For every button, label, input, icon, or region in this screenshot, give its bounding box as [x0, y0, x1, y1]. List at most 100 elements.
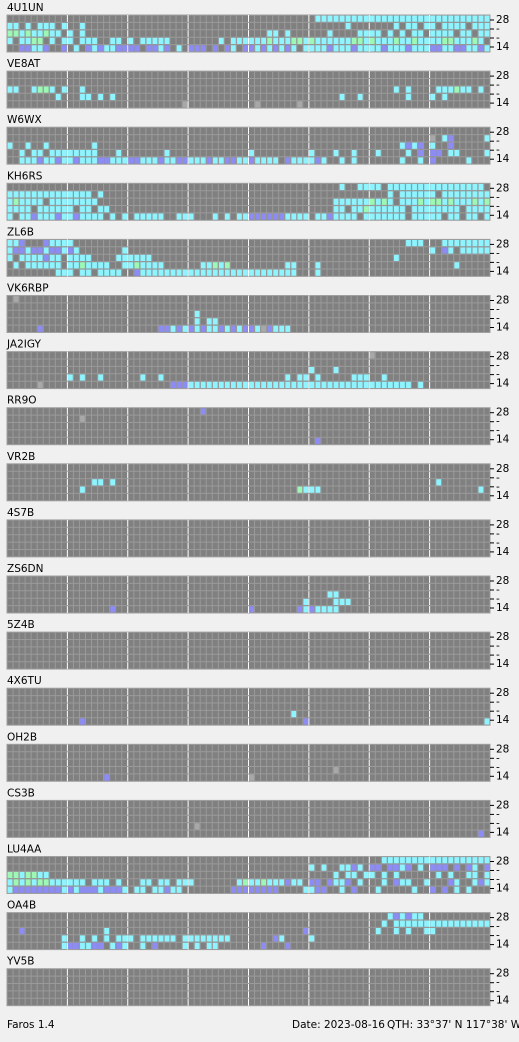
signal-cell: [61, 45, 67, 52]
band-label: 28: [496, 407, 509, 419]
signal-cell: [357, 45, 363, 52]
signal-cell: [206, 269, 212, 276]
signal-cell: [80, 30, 85, 37]
signal-cell: [86, 269, 91, 276]
signal-cell: [357, 381, 363, 388]
band-label: -: [496, 696, 500, 708]
signal-cell: [206, 381, 212, 388]
signal-cell: [375, 37, 381, 44]
signal-cell: [412, 142, 417, 149]
signal-cell: [188, 381, 194, 388]
signal-cell: [86, 150, 91, 157]
signal-cell: [387, 206, 393, 213]
signal-cell: [212, 262, 218, 269]
signal-cell: [406, 864, 411, 871]
signal-cell: [460, 45, 466, 52]
signal-cell: [369, 30, 375, 37]
signal-cell: [7, 871, 13, 879]
signal-cell: [122, 247, 128, 254]
signal-cell: [237, 879, 242, 886]
band-label: 28: [496, 238, 509, 250]
signal-cell: [61, 935, 67, 942]
signal-cell: [110, 479, 116, 486]
signal-cell: [80, 935, 85, 942]
signal-cell: [430, 45, 436, 52]
signal-cell: [19, 37, 25, 44]
signal-cell: [80, 942, 85, 949]
signal-cell: [212, 213, 218, 220]
signal-cell: [7, 247, 13, 254]
signal-cell: [442, 886, 448, 893]
signal-cell: [279, 935, 285, 942]
signal-cell: [418, 857, 423, 864]
signal-cell: [104, 879, 110, 886]
signal-cell: [448, 198, 454, 205]
signal-cell: [315, 886, 321, 893]
signal-cell: [454, 45, 460, 52]
band-label: 14: [496, 434, 510, 446]
signal-cell: [333, 591, 339, 598]
signal-cell: [315, 157, 321, 164]
signal-cell: [37, 30, 43, 37]
signal-cell: [255, 269, 260, 276]
beacon-name: ZS6DN: [7, 563, 43, 575]
signal-cell: [327, 30, 333, 37]
signal-cell: [472, 879, 478, 886]
signal-cell: [92, 37, 97, 44]
signal-cell: [412, 23, 417, 30]
signal-cell: [206, 942, 212, 949]
signal-cell: [436, 45, 442, 52]
signal-cell: [333, 206, 339, 213]
band-label: -: [496, 752, 500, 764]
signal-cell: [291, 711, 297, 718]
signal-cell: [134, 157, 140, 164]
signal-cell: [478, 15, 484, 22]
signal-cell: [460, 86, 466, 93]
signal-cell: [218, 935, 224, 942]
signal-cell: [218, 325, 224, 332]
signal-cell: [424, 23, 430, 30]
signal-cell: [92, 150, 97, 157]
signal-cell: [424, 928, 430, 935]
signal-cell: [49, 37, 55, 44]
signal-cell: [418, 150, 423, 157]
signal-cell: [357, 879, 363, 886]
signal-cell: [74, 879, 79, 886]
signal-cell: [466, 15, 472, 22]
signal-cell: [466, 206, 472, 213]
signal-cell: [230, 45, 236, 52]
signal-cell: [25, 30, 31, 37]
signal-cell: [375, 928, 381, 935]
signal-cell: [406, 93, 411, 101]
band-label: -: [496, 528, 500, 540]
signal-cell: [394, 45, 399, 52]
signal-cell: [442, 30, 448, 37]
signal-cell: [394, 206, 399, 213]
signal-cell: [188, 269, 194, 276]
signal-cell: [158, 325, 164, 332]
signal-cell: [98, 374, 103, 381]
signal-cell: [31, 886, 37, 893]
signal-cell: [13, 86, 19, 93]
signal-cell: [478, 830, 484, 837]
signal-cell: [394, 86, 399, 93]
signal-cell: [128, 157, 134, 164]
signal-cell: [67, 942, 73, 949]
signal-cell: [351, 886, 357, 893]
signal-cell: [116, 886, 122, 893]
signal-cell: [297, 37, 303, 44]
signal-cell: [436, 213, 442, 220]
signal-cell: [49, 886, 55, 893]
signal-cell: [315, 437, 321, 445]
signal-cell: [104, 928, 110, 935]
signal-cell: [339, 598, 345, 605]
signal-cell: [406, 183, 411, 191]
signal-cell: [442, 191, 448, 198]
signal-cell: [363, 374, 369, 381]
signal-cell: [418, 864, 423, 871]
band-label: -: [496, 144, 500, 156]
signal-cell: [309, 864, 315, 871]
signal-cell: [158, 37, 164, 44]
signal-cell: [442, 206, 448, 213]
signal-cell: [472, 183, 478, 191]
